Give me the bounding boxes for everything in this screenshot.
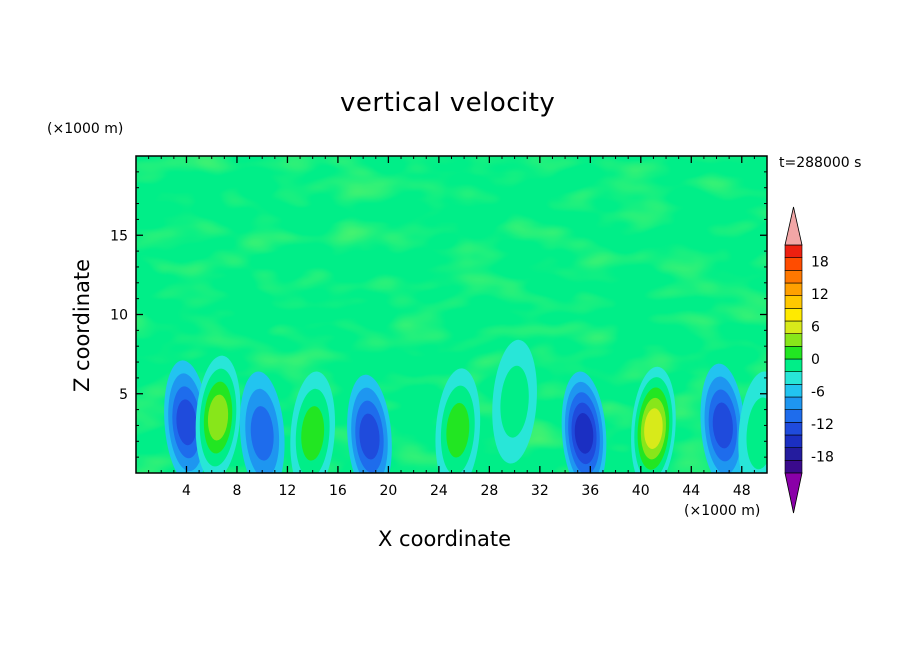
plot-area [136,156,767,473]
colorbar-swatch [784,422,803,436]
y-axis-label: Z coordinate [70,258,94,392]
velocity-cell-3 [290,371,336,473]
colorbar-swatch [784,371,803,385]
velocity-contour-band [574,413,594,454]
velocity-contour-band [746,397,767,470]
velocity-contour-band [207,394,229,441]
z-unit-label: (×1000 m) [47,121,124,137]
colorbar: -18 -12 -6 0 6 12 18 [784,206,834,514]
x-tick-label: 36 [581,483,599,499]
colorbar-swatch [784,346,803,360]
velocity-cell-0 [164,360,209,473]
colorbar-swatch [784,244,803,258]
chart-title: vertical velocity [340,88,556,118]
x-axis-label: X coordinate [378,527,512,551]
colorbar-swatch [784,384,803,398]
x-tick-label: 44 [682,483,700,499]
velocity-contour-band [301,406,325,461]
colorbar-tick-label: 12 [811,287,829,303]
colorbar-tick-label: -18 [811,450,834,466]
colorbar-swatch [784,320,803,334]
colorbar-swatch [784,295,803,309]
x-tick-label: 32 [531,483,549,499]
colorbar-swatch [784,257,803,271]
x-axis: 4 8 12 16 20 24 28 32 36 40 44 48 [148,156,755,499]
colorbar-swatch [784,447,803,461]
velocity-cell-7 [561,371,607,473]
colorbar-tick-label: 18 [811,254,829,270]
velocity-cell-2 [239,371,285,473]
velocity-cell-5 [435,368,481,473]
colorbar-swatch [784,460,803,474]
x-tick-label: 40 [632,483,650,499]
velocity-contour-band [644,408,663,449]
x-tick-label: 28 [480,483,498,499]
colorbar-swatch [784,409,803,423]
colorbar-over-triangle [784,206,803,246]
x-tick-label: 4 [182,483,191,499]
colorbar-swatch [784,282,803,296]
velocity-contour-band [712,402,733,449]
colorbar-swatch [784,270,803,284]
colorbar-tick-label: 6 [811,319,820,335]
velocity-contour-band [500,365,529,438]
x-tick-label: 12 [279,483,297,499]
colorbar-swatch [784,358,803,372]
colorbar-under-triangle [784,472,803,514]
colorbar-swatch [784,396,803,410]
x-tick-label: 20 [379,483,397,499]
velocity-contour-band [359,413,380,460]
velocity-contour-band [250,406,274,461]
velocity-cell-9 [700,363,746,473]
y-tick-label: 5 [119,387,128,403]
velocity-cell-6 [492,339,537,464]
y-tick-label: 10 [110,308,128,324]
x-unit-label: (×1000 m) [684,503,761,519]
colorbar-swatch [784,434,803,448]
velocity-cell-1 [195,355,241,473]
colorbar-swatch [784,333,803,347]
colorbar-tick-label: -6 [811,385,825,401]
velocity-cells [164,339,767,473]
y-axis: 5 10 15 [110,171,767,458]
velocity-contour-band [446,402,470,458]
x-tick-label: 24 [430,483,448,499]
y-tick-label: 15 [110,228,128,244]
x-tick-label: 8 [232,483,241,499]
velocity-contour-band [176,399,197,446]
colorbar-tick-label: 0 [811,352,820,368]
x-tick-label: 48 [733,483,751,499]
time-label: t=288000 s [779,155,862,171]
colorbar-tick-label: -12 [811,417,834,433]
colorbar-swatch [784,308,803,322]
velocity-cell-8 [631,366,676,473]
velocity-cell-10 [738,371,767,473]
velocity-cell-4 [347,374,392,473]
x-tick-label: 16 [329,483,347,499]
